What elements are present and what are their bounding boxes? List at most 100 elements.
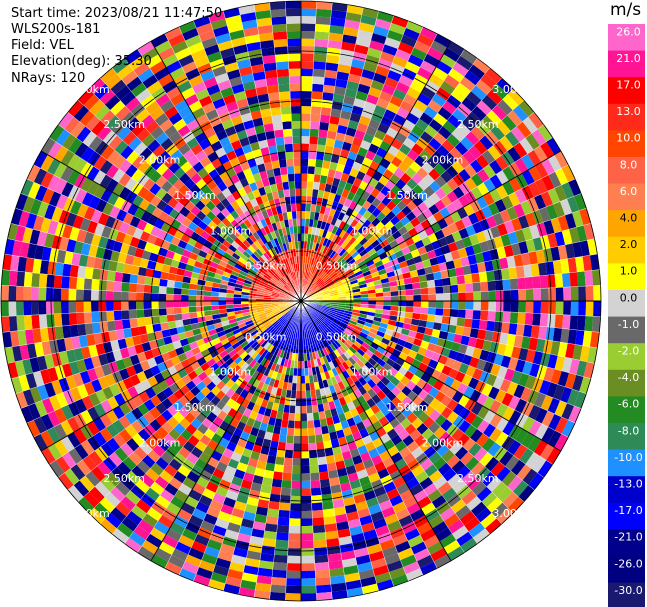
velocity-gate <box>584 270 594 287</box>
velocity-gate <box>416 268 426 277</box>
colorbar-tick-label: 8.0 <box>620 158 638 171</box>
velocity-gate <box>420 340 430 350</box>
velocity-gate <box>395 81 410 94</box>
velocity-gate <box>390 301 399 307</box>
velocity-gate <box>322 274 329 281</box>
velocity-gate <box>313 46 328 55</box>
velocity-gate <box>451 198 464 211</box>
velocity-gate <box>469 233 480 246</box>
velocity-gate <box>434 315 443 324</box>
velocity-gate <box>366 47 383 59</box>
velocity-gate <box>338 272 347 279</box>
velocity-gate <box>567 257 577 273</box>
velocity-gate <box>398 226 408 236</box>
velocity-gate <box>407 131 421 144</box>
velocity-gate <box>419 313 428 321</box>
velocity-gate <box>487 145 502 160</box>
velocity-gate <box>476 100 492 116</box>
velocity-gate <box>425 272 435 282</box>
velocity-gate <box>397 284 406 291</box>
velocity-gate <box>456 207 469 220</box>
velocity-gate <box>513 254 524 267</box>
velocity-gate <box>485 67 502 84</box>
velocity-gate <box>307 166 316 175</box>
velocity-gate <box>452 108 467 123</box>
velocity-gate <box>320 107 332 116</box>
velocity-gate <box>311 196 318 205</box>
colorbar-tick-label: 13.0 <box>616 105 641 118</box>
velocity-gate <box>336 287 345 292</box>
velocity-gate <box>400 172 412 184</box>
velocity-gate <box>331 252 339 261</box>
velocity-gate <box>336 284 344 290</box>
velocity-gate <box>343 26 359 37</box>
velocity-gate <box>341 141 352 152</box>
velocity-gate <box>386 102 400 114</box>
velocity-gate <box>540 191 554 207</box>
velocity-gate <box>378 252 388 261</box>
velocity-gate <box>375 304 384 310</box>
velocity-gate <box>333 86 347 96</box>
velocity-gate <box>368 143 380 154</box>
velocity-gate <box>445 332 456 342</box>
velocity-gate <box>334 236 342 245</box>
velocity-gate <box>502 94 519 111</box>
velocity-gate <box>314 290 322 295</box>
velocity-gate <box>301 203 307 212</box>
velocity-gate <box>373 230 383 240</box>
velocity-gate <box>447 114 462 129</box>
velocity-gate <box>352 288 361 293</box>
velocity-gate <box>554 168 569 186</box>
velocity-gate <box>462 326 472 337</box>
velocity-gate <box>397 161 410 173</box>
velocity-gate <box>352 309 361 314</box>
velocity-gate <box>322 307 330 312</box>
velocity-gate <box>504 368 515 382</box>
velocity-gate <box>391 15 409 28</box>
colorbar-tick-label: -30.0 <box>614 584 642 597</box>
velocity-gate <box>457 155 471 169</box>
velocity-gate <box>307 272 312 280</box>
velocity-gate <box>381 206 392 217</box>
velocity-gate <box>337 63 351 74</box>
velocity-gate <box>496 78 514 95</box>
velocity-gate <box>301 68 314 77</box>
velocity-gate <box>301 83 313 92</box>
velocity-gate <box>472 243 483 255</box>
colorbar-tick-label: -21.0 <box>614 531 642 544</box>
velocity-gate <box>506 255 516 269</box>
velocity-gate <box>347 151 358 161</box>
velocity-gate <box>433 211 444 223</box>
velocity-gate <box>582 330 592 347</box>
velocity-gate <box>420 252 430 262</box>
velocity-gate <box>472 221 484 234</box>
velocity-gate <box>404 61 421 74</box>
velocity-gate <box>351 136 363 147</box>
velocity-gate <box>508 177 522 193</box>
velocity-gate <box>423 53 440 68</box>
velocity-gate <box>420 131 434 144</box>
velocity-gate <box>429 256 439 267</box>
velocity-gate <box>480 301 489 311</box>
velocity-gate <box>442 285 451 294</box>
velocity-gate <box>575 330 585 346</box>
velocity-gate <box>518 347 529 362</box>
velocity-gate <box>444 233 456 245</box>
velocity-gate <box>375 288 384 294</box>
velocity-gate <box>473 140 488 155</box>
velocity-gate <box>471 272 481 283</box>
velocity-gate <box>476 196 489 210</box>
velocity-gate <box>539 275 549 289</box>
colorbar-tick-label: -2.0 <box>618 345 639 358</box>
velocity-gate <box>443 47 461 62</box>
velocity-gate <box>332 177 341 187</box>
velocity-gate <box>500 233 512 247</box>
velocity-gate <box>428 293 436 301</box>
velocity-gate <box>412 306 421 314</box>
velocity-gate <box>360 293 369 298</box>
velocity-gate <box>443 74 460 89</box>
velocity-gate <box>348 319 358 326</box>
velocity-gate <box>507 231 519 245</box>
start-time: Start time: 2023/08/21 11:47:50 <box>11 6 223 21</box>
velocity-gate <box>514 158 529 174</box>
